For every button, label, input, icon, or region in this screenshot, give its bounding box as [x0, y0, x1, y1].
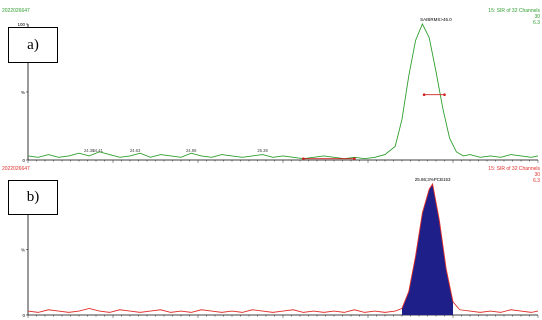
panel-a-peak-label: SAIBRMS>46.0 — [420, 17, 452, 22]
panel-a-label: a) — [8, 27, 58, 63]
panel-a-header-right-1: 15: SIR of 32 Channels — [488, 8, 540, 14]
panel-b-peak-label: 25.86;3%PCB153 — [415, 177, 451, 182]
panel-a-marker — [443, 93, 446, 97]
panel-a-y-tick-label: 0 — [22, 158, 25, 163]
panel-b-header-left: 2022026647 — [2, 166, 30, 172]
panel-a-retention-label: 24.63 — [130, 148, 141, 153]
panel-a-retention-label: 24.36 — [84, 148, 95, 153]
panel-b-y-tick-label: 0 — [22, 313, 25, 318]
panel-b-y-tick-label: % — [21, 248, 25, 253]
panel-a-marker — [353, 157, 356, 160]
panel-a-header-right-2: 30 — [534, 14, 540, 20]
panel-b-label: b) — [8, 180, 58, 215]
panel-b-header-right-3: 6.3 — [533, 178, 540, 184]
panel-a-header-left: 2022026647 — [2, 8, 30, 14]
panel-a-marker — [302, 157, 305, 160]
panel-a-trace-line — [27, 22, 539, 160]
panel-b-header-right-1: 15: SIR of 32 Channels — [488, 166, 540, 172]
panel-a-retention-label: 24.96 — [186, 148, 197, 153]
panel-b-integrated-peak-area — [402, 184, 453, 315]
panel-a-retention-label: 25.38 — [257, 148, 268, 153]
panel-b-header-right-2: 30 — [534, 172, 540, 178]
panel-a-y-tick-label: 100 — [17, 22, 25, 27]
panel-b-trace-line — [27, 182, 539, 313]
panel-a-header-right-3: 6.3 — [533, 20, 540, 26]
panel-a-retention-label: 24.41 — [92, 148, 103, 153]
panel-a-marker — [422, 93, 426, 97]
panel-a-y-tick-label: % — [21, 90, 25, 95]
